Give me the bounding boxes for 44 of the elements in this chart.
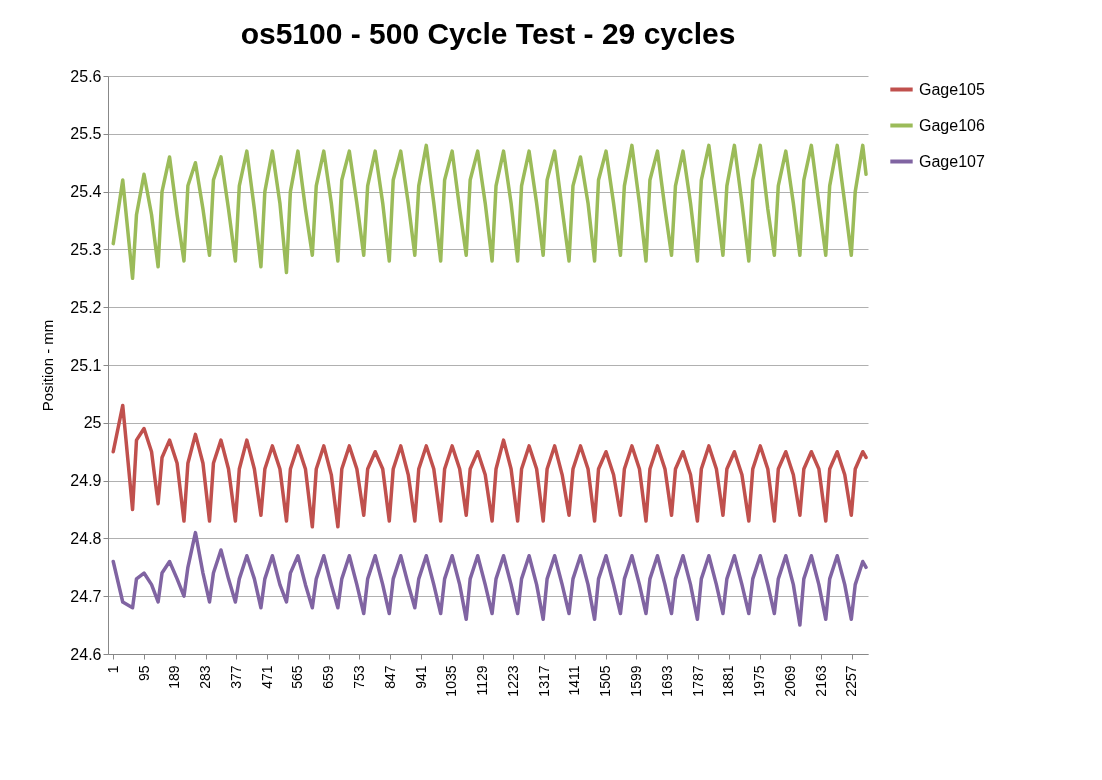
x-tick-label: 753 xyxy=(350,665,367,689)
chart-title: os5100 - 500 Cycle Test - 29 cycles xyxy=(240,17,736,50)
x-tick-label: 941 xyxy=(412,665,429,689)
line-series xyxy=(111,143,868,281)
x-tick-label: 377 xyxy=(227,665,244,689)
y-tick-label: 25.4 xyxy=(70,183,102,201)
x-tick-label: 659 xyxy=(320,665,337,689)
y-tick-label: 25.3 xyxy=(70,240,102,258)
x-tick-label: 1129 xyxy=(474,665,491,696)
line-series xyxy=(111,403,868,529)
y-tick-label: 24.7 xyxy=(70,587,102,605)
x-tick-label: 1881 xyxy=(720,665,737,697)
x-tick-label: 189 xyxy=(166,665,183,689)
y-axis-title: Position - mm xyxy=(39,319,57,412)
x-tick-label: 283 xyxy=(197,665,214,689)
y-tick-label: 24.8 xyxy=(70,529,102,547)
x-tick-label: 1 xyxy=(104,665,121,674)
y-tick-label: 25 xyxy=(83,414,102,432)
legend-label: Gage107 xyxy=(919,152,985,170)
line-series xyxy=(111,530,868,627)
y-tick-label: 25.5 xyxy=(70,125,102,143)
x-tick-label: 2163 xyxy=(812,665,829,697)
legend-label: Gage105 xyxy=(919,80,985,98)
x-tick-label: 847 xyxy=(381,665,398,689)
x-tick-label: 1787 xyxy=(689,665,706,697)
y-tick-label: 25.1 xyxy=(70,356,102,374)
x-tick-label: 2257 xyxy=(843,665,860,697)
x-tick-label: 1317 xyxy=(535,665,552,697)
x-tick-label: 1223 xyxy=(504,665,521,697)
y-tick-label: 24.6 xyxy=(70,645,102,663)
y-tick-label: 24.9 xyxy=(70,472,102,490)
x-tick-label: 1035 xyxy=(443,665,460,697)
x-tick-label: 1599 xyxy=(628,665,644,697)
x-tick-label: 1693 xyxy=(658,665,675,697)
x-tick-label: 1505 xyxy=(597,665,614,697)
x-tick-label: 2069 xyxy=(781,665,798,697)
legend-label: Gage106 xyxy=(919,116,985,134)
y-tick-label: 25.2 xyxy=(70,298,102,316)
x-tick-label: 565 xyxy=(289,665,306,689)
x-tick-label: 95 xyxy=(135,665,152,682)
y-tick-label: 25.6 xyxy=(70,67,102,85)
x-tick-label: 1411 xyxy=(566,665,583,696)
x-tick-label: 1975 xyxy=(751,665,768,697)
x-tick-label: 471 xyxy=(258,665,275,689)
